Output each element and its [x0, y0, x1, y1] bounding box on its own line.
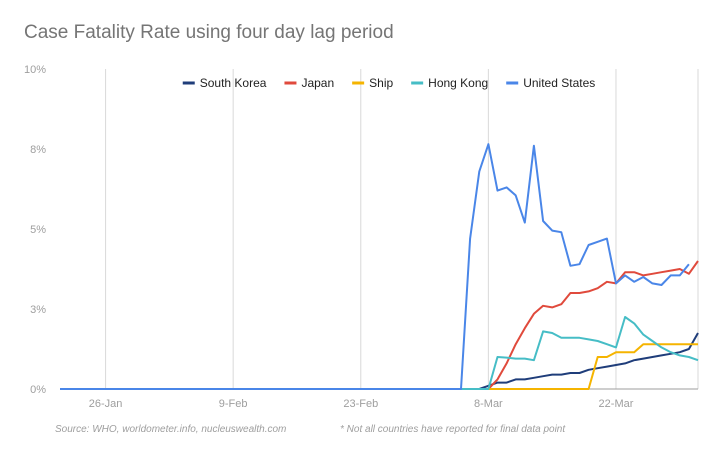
source-footnote: Source: WHO, worldometer.info, nucleuswe…	[55, 424, 287, 435]
y-tick-label: 5%	[30, 224, 46, 236]
chart-title: Case Fatality Rate using four day lag pe…	[24, 22, 394, 43]
x-tick-label: 8-Mar	[474, 398, 503, 410]
legend-label-united-states: United States	[523, 76, 595, 90]
legend-label-japan: Japan	[301, 76, 334, 90]
legend-label-ship: Ship	[369, 76, 393, 90]
series-line-japan	[487, 260, 699, 390]
y-tick-label: 10%	[24, 64, 46, 76]
x-tick-label: 26-Jan	[89, 398, 123, 410]
y-tick-label: 0%	[30, 384, 46, 396]
legend-label-hong-kong: Hong Kong	[428, 76, 488, 90]
x-tick-label: 23-Feb	[343, 398, 378, 410]
legend-label-south-korea: South Korea	[200, 76, 267, 90]
x-tick-label: 9-Feb	[219, 398, 248, 410]
y-tick-label: 3%	[30, 304, 46, 316]
note-footnote: * Not all countries have reported for fi…	[340, 424, 566, 435]
x-tick-label: 22-Mar	[599, 398, 634, 410]
series-line-united-states	[60, 143, 690, 390]
series-line-ship	[479, 343, 698, 390]
y-tick-label: 8%	[30, 144, 46, 156]
series-line-south-korea	[478, 332, 699, 390]
series-line-hong-kong	[60, 316, 699, 390]
